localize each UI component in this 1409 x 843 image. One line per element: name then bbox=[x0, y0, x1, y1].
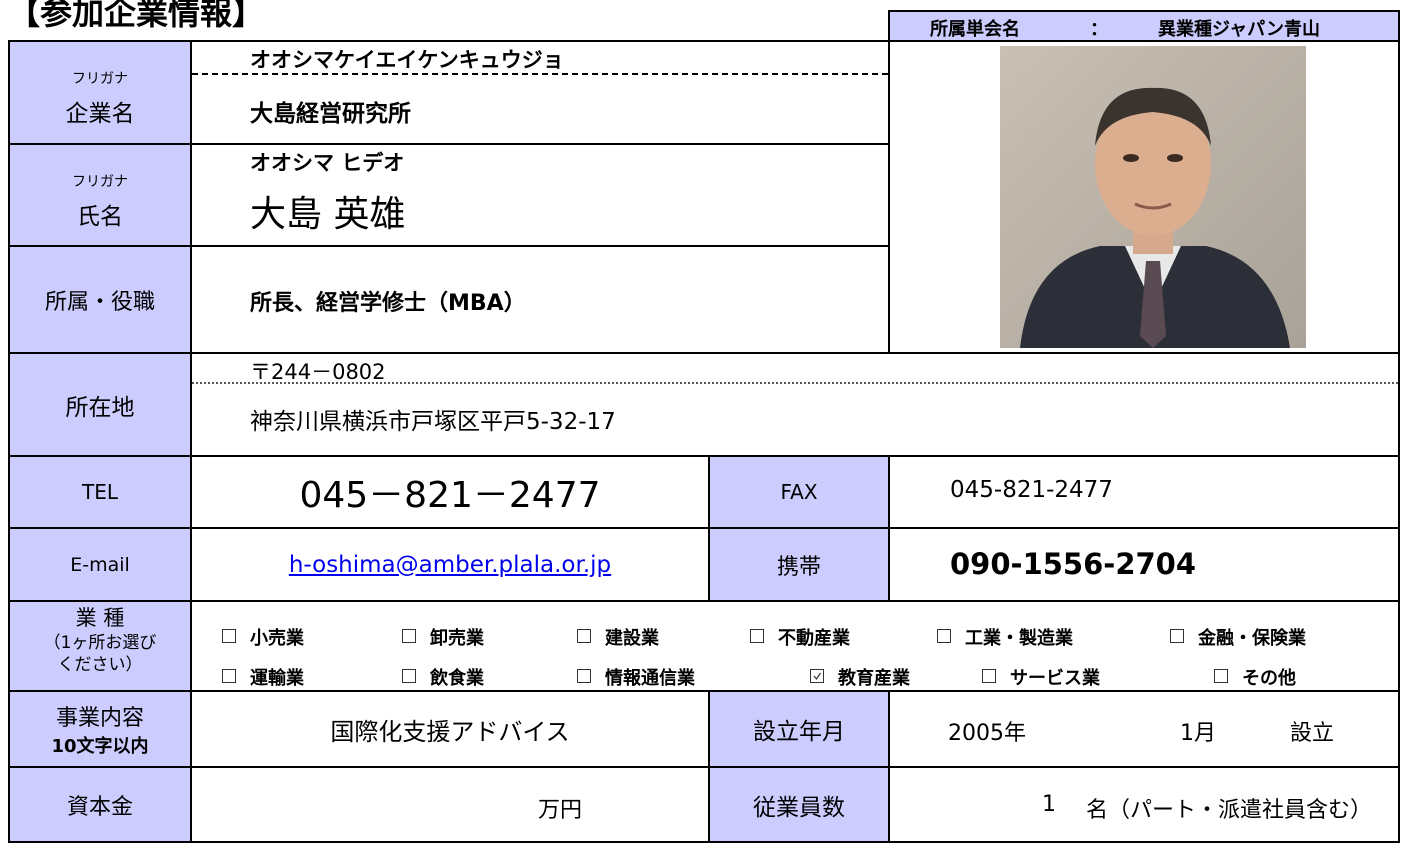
portrait-photo bbox=[1000, 46, 1306, 348]
value-cell: オオシマケイエイケンキュウジョ 大島経営研究所 bbox=[190, 40, 890, 145]
checkbox[interactable] bbox=[810, 669, 824, 683]
label-cell: フリガナ 氏名 bbox=[8, 143, 192, 247]
value-cell: h-oshima@amber.plala.or.jp bbox=[190, 527, 710, 602]
field-label: E-mail bbox=[8, 527, 192, 602]
value-cell: 090-1556-2704 bbox=[888, 527, 1400, 602]
unit-box: 所属単会名 ： 異業種ジャパン青山 bbox=[888, 10, 1400, 42]
option-label: 建設業 bbox=[605, 628, 659, 649]
field-label: 従業員数 bbox=[708, 766, 890, 843]
field-note: ください） bbox=[57, 655, 143, 675]
kana-label: フリガナ bbox=[72, 71, 128, 87]
person-name: 大島 英雄 bbox=[250, 194, 406, 235]
option-label: 小売業 bbox=[250, 628, 304, 649]
checkbox[interactable] bbox=[982, 669, 996, 683]
checkbox[interactable] bbox=[577, 629, 591, 643]
email-link[interactable]: h-oshima@amber.plala.or.jp bbox=[288, 551, 612, 578]
business-value: 国際化支援アドバイス bbox=[190, 690, 710, 768]
label-cell: 事業内容 10文字以内 bbox=[8, 690, 192, 768]
value-cell: 〒244－0802 神奈川県横浜市戸塚区平戸5-32-17 bbox=[190, 352, 1400, 457]
checkbox[interactable] bbox=[1214, 669, 1228, 683]
field-label: 所属・役職 bbox=[8, 245, 192, 354]
founded-month: 1月 bbox=[1180, 721, 1216, 746]
option-label: 金融・保険業 bbox=[1198, 628, 1306, 649]
checkbox[interactable] bbox=[577, 669, 591, 683]
checkbox[interactable] bbox=[937, 629, 951, 643]
position-value: 所長、経営学修士（MBA） bbox=[250, 291, 526, 316]
option-label: 工業・製造業 bbox=[965, 628, 1073, 649]
option-label: 卸売業 bbox=[430, 628, 484, 649]
unit-label: 所属単会名 bbox=[930, 19, 1020, 40]
option-label: その他 bbox=[1242, 668, 1296, 689]
employees-unit: 名（パート・派遣社員含む） bbox=[1086, 798, 1373, 823]
field-note: （1ヶ所お選び bbox=[43, 633, 157, 653]
value-cell: 万円 bbox=[190, 766, 710, 843]
option-label: 運輸業 bbox=[250, 668, 304, 689]
field-label: 業 種 bbox=[75, 606, 125, 630]
value-cell: 所長、経営学修士（MBA） bbox=[190, 245, 890, 354]
fax-value: 045-821-2477 bbox=[950, 477, 1113, 503]
person-kana: オオシマ ヒデオ bbox=[250, 151, 405, 175]
option-label: 不動産業 bbox=[778, 628, 850, 649]
unit-name: 異業種ジャパン青山 bbox=[1158, 19, 1320, 40]
postal-code: 〒244－0802 bbox=[250, 360, 386, 384]
field-label: TEL bbox=[8, 455, 192, 529]
option-label: サービス業 bbox=[1010, 668, 1100, 689]
checkbox[interactable] bbox=[402, 629, 416, 643]
checkbox[interactable] bbox=[750, 629, 764, 643]
value-cell: 小売業 卸売業 建設業 不動産業 工業・製造業 金融・保険業運輸業 飲食業 情報通信業 教育産業… bbox=[190, 600, 1400, 692]
option-label: 情報通信業 bbox=[605, 668, 695, 689]
checkbox[interactable] bbox=[222, 669, 236, 683]
label-cell: 業 種 （1ヶ所お選び ください） bbox=[8, 600, 192, 692]
capital-unit: 万円 bbox=[538, 798, 583, 823]
separator-line bbox=[192, 73, 888, 75]
label-cell: フリガナ 企業名 bbox=[8, 40, 192, 145]
checkbox[interactable] bbox=[402, 669, 416, 683]
address-value: 神奈川県横浜市戸塚区平戸5-32-17 bbox=[250, 409, 616, 435]
founded-year: 2005年 bbox=[948, 721, 1026, 746]
checkbox[interactable] bbox=[1170, 629, 1184, 643]
field-label: 携帯 bbox=[708, 527, 890, 602]
mobile-value: 090-1556-2704 bbox=[950, 547, 1197, 581]
kana-label: フリガナ bbox=[72, 174, 128, 190]
checkbox[interactable] bbox=[222, 629, 236, 643]
field-label: 所在地 bbox=[8, 352, 192, 457]
field-label: FAX bbox=[708, 455, 890, 529]
employees-count: 1 bbox=[1042, 792, 1056, 817]
field-label: 設立年月 bbox=[708, 690, 890, 768]
founded-suffix: 設立 bbox=[1290, 721, 1335, 746]
page-title: 【参加企業情報】 bbox=[8, 0, 265, 32]
value-cell: 1 名（パート・派遣社員含む） bbox=[888, 766, 1400, 843]
option-label: 飲食業 bbox=[430, 668, 484, 689]
field-label: 事業内容 bbox=[55, 706, 144, 731]
field-label: 企業名 bbox=[65, 101, 135, 127]
photo-cell bbox=[888, 40, 1400, 354]
field-label: 氏名 bbox=[77, 204, 123, 230]
value-cell: 2005年 1月 設立 bbox=[888, 690, 1400, 768]
separator-line bbox=[192, 382, 1398, 384]
company-kana: オオシマケイエイケンキュウジョ bbox=[250, 48, 564, 72]
value-cell: オオシマ ヒデオ 大島 英雄 bbox=[190, 143, 890, 247]
separator: ： bbox=[1090, 19, 1108, 40]
field-note: 10文字以内 bbox=[51, 736, 149, 757]
tel-value: 045－821－2477 bbox=[190, 455, 710, 529]
field-label: 資本金 bbox=[8, 766, 192, 843]
option-label: 教育産業 bbox=[838, 668, 910, 689]
company-name: 大島経営研究所 bbox=[250, 101, 411, 127]
value-cell: 045-821-2477 bbox=[888, 455, 1400, 529]
